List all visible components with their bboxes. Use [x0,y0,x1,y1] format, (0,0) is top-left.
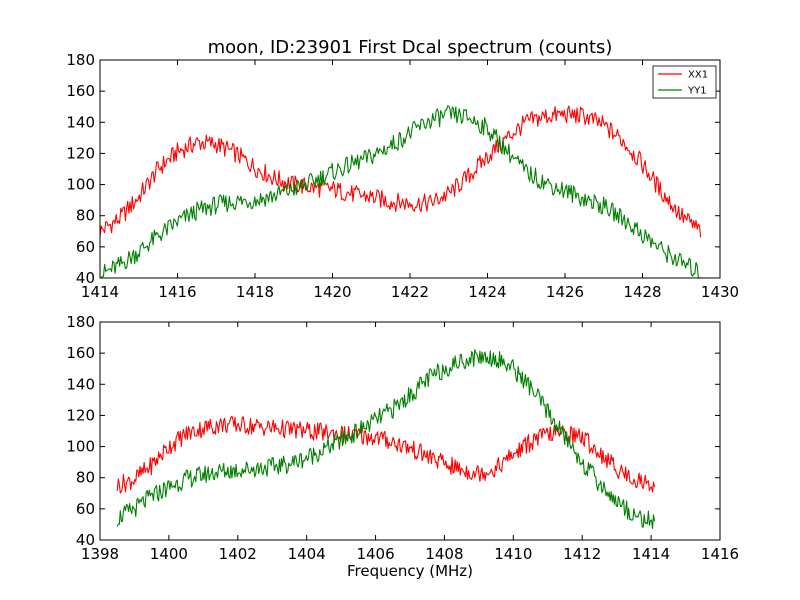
x-tick-label: 1402 [219,545,257,563]
y-tick-label: 140 [66,375,95,393]
y-tick-label: 80 [76,207,95,225]
y-tick-label: 40 [76,269,95,287]
y-tick-label: 60 [76,238,95,256]
x-tick-label: 1410 [494,545,532,563]
x-tick-label: 1398 [81,545,119,563]
x-tick-label: 1406 [356,545,394,563]
y-tick-label: 100 [66,176,95,194]
x-tick-label: 1412 [563,545,601,563]
y-tick-label: 160 [66,344,95,362]
legend-label-yy1: YY1 [687,86,707,97]
x-tick-label: 1428 [623,283,661,301]
x-axis-label: Frequency (MHz) [347,562,473,580]
bottom-panel: 1398 1400 1402 1404 1406 1408 1410 1412 1414 1416… [66,313,739,580]
legend-label-xx1: XX1 [688,70,708,81]
x-tick-label: 1422 [391,283,429,301]
top-panel: moon, ID:23901 First Dcal spectrum (coun… [66,37,739,301]
bottom-axis-ticks: 1398 1400 1402 1404 1406 1408 1410 1412 1414 1416… [66,313,739,563]
top-legend: XX1 YY1 [652,65,717,99]
x-tick-label: 1400 [150,545,188,563]
x-tick-label: 1404 [288,545,326,563]
bottom-plot-frame [99,321,721,541]
x-tick-label: 1430 [701,283,739,301]
series-line-yy1 [116,348,656,529]
y-tick-label: 40 [76,531,95,549]
y-tick-label: 140 [66,113,95,131]
bottom-series-group [116,348,656,529]
x-tick-label: 1426 [546,283,584,301]
y-tick-label: 180 [66,51,95,69]
y-tick-label: 160 [66,82,95,100]
x-tick-label: 1414 [632,545,670,563]
x-tick-label: 1420 [313,283,351,301]
x-tick-label: 1418 [236,283,274,301]
series-line-xx1 [99,105,702,238]
y-tick-label: 120 [66,144,95,162]
x-tick-label: 1414 [81,283,119,301]
legend-box [652,65,717,99]
x-tick-label: 1416 [701,545,739,563]
top-axis-ticks: 1414 1416 1418 1420 1422 1424 1426 1428 1430 40 60… [66,51,739,301]
x-tick-label: 1408 [425,545,463,563]
y-tick-label: 180 [66,313,95,331]
y-tick-label: 100 [66,438,95,456]
top-series-group [99,105,702,279]
y-tick-label: 80 [76,469,95,487]
y-tick-label: 120 [66,406,95,424]
y-tick-label: 60 [76,500,95,518]
top-chart-title: moon, ID:23901 First Dcal spectrum (coun… [208,37,613,58]
series-line-yy1 [100,105,701,279]
x-tick-label: 1424 [468,283,506,301]
x-tick-label: 1416 [158,283,196,301]
series-line-xx1 [116,415,656,494]
